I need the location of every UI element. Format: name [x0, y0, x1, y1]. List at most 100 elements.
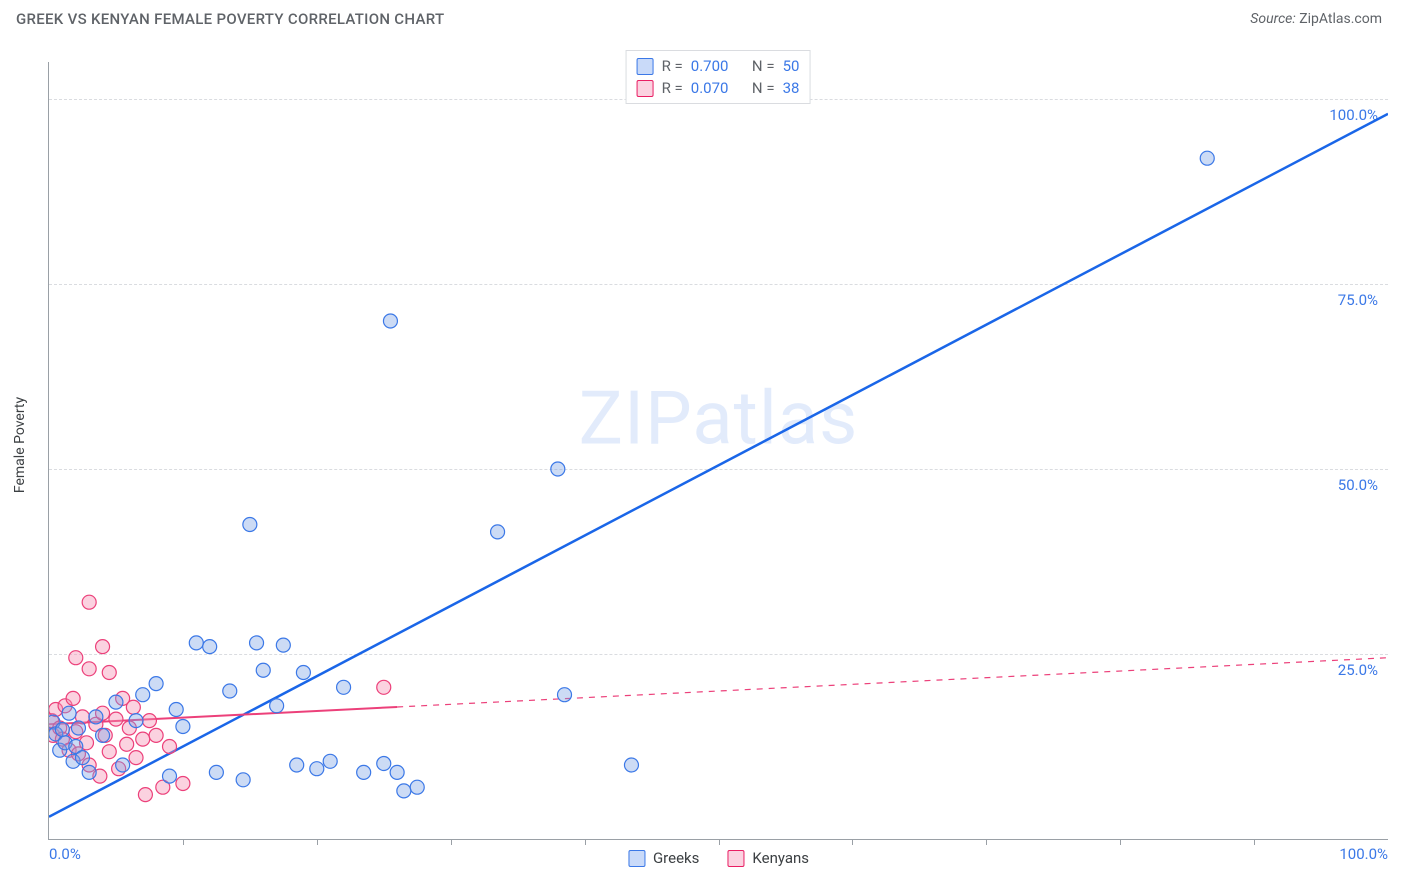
data-point — [138, 788, 152, 802]
data-point — [120, 737, 134, 751]
legend-item-greeks: Greeks — [628, 849, 699, 867]
x-tick — [1254, 839, 1255, 845]
data-point — [290, 758, 304, 772]
x-tick — [317, 839, 318, 845]
data-point — [96, 640, 110, 654]
data-point — [69, 651, 83, 665]
stat-r-label-2: R = — [662, 77, 683, 99]
data-point — [176, 720, 190, 734]
legend-item-kenyans: Kenyans — [727, 849, 809, 867]
data-point — [116, 758, 130, 772]
x-tick — [183, 839, 184, 845]
data-point — [71, 721, 85, 735]
data-point — [136, 732, 150, 746]
data-point — [169, 703, 183, 717]
data-point — [75, 751, 89, 765]
stat-n-greeks: 50 — [783, 55, 800, 77]
data-point — [397, 784, 411, 798]
data-point — [149, 677, 163, 691]
data-point — [624, 758, 638, 772]
data-point — [129, 714, 143, 728]
stat-r-kenyans: 0.070 — [691, 77, 729, 99]
y-axis-label: Female Poverty — [12, 397, 28, 493]
data-point — [176, 777, 190, 791]
data-point — [82, 595, 96, 609]
x-tick-label: 0.0% — [49, 845, 81, 863]
data-point — [223, 684, 237, 698]
data-point — [163, 769, 177, 783]
x-tick — [585, 839, 586, 845]
data-point — [136, 688, 150, 702]
data-point — [270, 699, 284, 713]
data-point — [243, 518, 257, 532]
data-point — [323, 754, 337, 768]
x-tick — [1120, 839, 1121, 845]
data-point — [276, 638, 290, 652]
data-point — [250, 636, 264, 650]
x-tick-label: 100.0% — [1339, 845, 1388, 863]
data-point — [82, 662, 96, 676]
swatch-greeks-icon — [637, 58, 654, 75]
stats-legend: R = 0.700 N = 50 R = 0.070 N = 38 — [626, 50, 811, 104]
stats-row-kenyans: R = 0.070 N = 38 — [637, 77, 800, 99]
trend-line — [49, 114, 1388, 817]
x-tick — [852, 839, 853, 845]
data-point — [109, 712, 123, 726]
data-point — [377, 757, 391, 771]
data-point — [337, 680, 351, 694]
trend-line — [397, 658, 1388, 707]
data-point — [357, 765, 371, 779]
stat-r-greeks: 0.700 — [691, 55, 729, 77]
data-point — [558, 688, 572, 702]
data-point — [203, 640, 217, 654]
chart-area: Female Poverty R = 0.700 N = 50 R = 0.07… — [48, 50, 1388, 840]
data-point — [129, 751, 143, 765]
x-tick — [719, 839, 720, 845]
data-point — [296, 666, 310, 680]
legend-swatch-greeks-icon — [628, 850, 645, 867]
data-point — [102, 666, 116, 680]
legend-label-greeks: Greeks — [653, 849, 699, 867]
stat-n-kenyans: 38 — [783, 77, 800, 99]
data-point — [66, 691, 80, 705]
data-point — [209, 765, 223, 779]
plot-region: ZIPatlas Greeks Kenyans 25.0%50.0%75.0%1… — [48, 62, 1388, 840]
data-point — [377, 680, 391, 694]
data-point — [62, 706, 76, 720]
data-point — [109, 695, 123, 709]
source-value: ZipAtlas.com — [1299, 11, 1382, 27]
data-point — [236, 773, 250, 787]
source-label: Source: — [1250, 11, 1295, 27]
series-legend: Greeks Kenyans — [628, 849, 809, 867]
stats-row-greeks: R = 0.700 N = 50 — [637, 55, 800, 77]
x-tick — [451, 839, 452, 845]
plot-svg — [49, 62, 1388, 839]
chart-source: Source: ZipAtlas.com — [1250, 11, 1382, 27]
chart-header: GREEK VS KENYAN FEMALE POVERTY CORRELATI… — [0, 0, 1406, 36]
data-point — [102, 745, 116, 759]
legend-swatch-kenyans-icon — [727, 850, 744, 867]
data-point — [163, 740, 177, 754]
data-point — [189, 636, 203, 650]
stat-n-label: N = — [752, 55, 775, 77]
data-point — [390, 765, 404, 779]
data-point — [142, 714, 156, 728]
chart-title: GREEK VS KENYAN FEMALE POVERTY CORRELATI… — [16, 10, 444, 28]
data-point — [55, 722, 69, 736]
data-point — [551, 462, 565, 476]
data-point — [1200, 151, 1214, 165]
stat-r-label: R = — [662, 55, 683, 77]
swatch-kenyans-icon — [637, 80, 654, 97]
data-point — [82, 765, 96, 779]
data-point — [149, 728, 163, 742]
data-point — [126, 700, 140, 714]
data-point — [256, 663, 270, 677]
stat-n-label-2: N = — [752, 77, 775, 99]
data-point — [310, 762, 324, 776]
data-point — [383, 314, 397, 328]
data-point — [491, 525, 505, 539]
data-point — [89, 710, 103, 724]
data-point — [96, 728, 110, 742]
x-tick — [986, 839, 987, 845]
legend-label-kenyans: Kenyans — [752, 849, 809, 867]
